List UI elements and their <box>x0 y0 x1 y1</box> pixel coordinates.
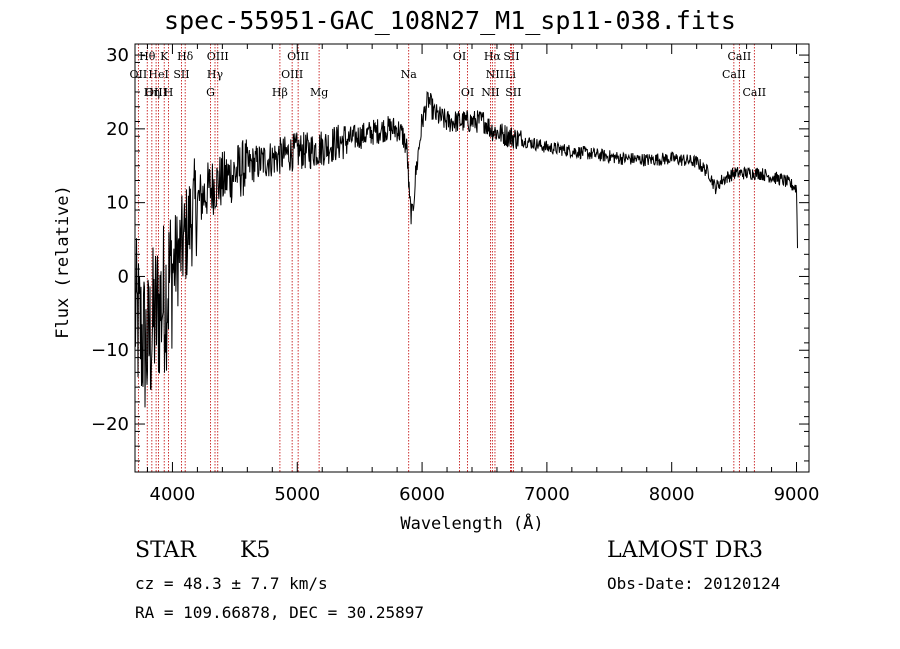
survey-name: LAMOST DR3 <box>607 538 763 563</box>
spectral-line-label: Li <box>505 68 516 81</box>
spectral-line-label: Mg <box>310 86 328 99</box>
x-tick-label: 6000 <box>399 484 445 505</box>
object-class: STAR <box>135 538 196 563</box>
y-tick-label: −20 <box>91 414 129 435</box>
x-tick-label: 7000 <box>524 484 570 505</box>
spectral-line-label: NII <box>486 68 504 81</box>
spectral-line-label: K <box>160 50 169 63</box>
spectral-line-label: Hβ <box>272 86 288 99</box>
spectral-line-label: Hγ <box>207 68 224 81</box>
ra-dec-coordinates: RA = 109.66878, DEC = 30.25897 <box>135 603 424 622</box>
spectral-line-label: OI <box>461 86 474 99</box>
spectral-line-label: OI <box>453 50 466 63</box>
spectral-line-label: Na <box>401 68 418 81</box>
spectral-line-label: Hη <box>144 86 160 99</box>
y-tick-label: 0 <box>118 266 129 287</box>
redshift-velocity: cz = 48.3 ± 7.7 km/s <box>135 574 328 593</box>
spectral-line-label: CaII <box>722 68 746 81</box>
spectral-line-label: SII <box>503 50 519 63</box>
spectral-line-label: CaII <box>742 86 766 99</box>
spectral-line-label: CaII <box>728 50 752 63</box>
spectral-line-label: OII <box>130 68 148 81</box>
y-tick-label: 10 <box>106 193 129 214</box>
x-tick-label: 5000 <box>274 484 320 505</box>
x-tick-label: 8000 <box>649 484 695 505</box>
spectral-line-label: OIII <box>145 86 167 99</box>
spectral-line-label: OIII <box>281 68 303 81</box>
flux-series-line <box>134 91 798 408</box>
y-tick-label: 20 <box>106 119 129 140</box>
spectral-line-label: HeI <box>148 68 168 81</box>
x-tick-label: 9000 <box>774 484 820 505</box>
spectral-line-label: Hα <box>484 50 502 63</box>
x-tick-label: 4000 <box>150 484 196 505</box>
spectral-line-label: OIII <box>287 50 309 63</box>
spectral-line-label: H <box>164 86 174 99</box>
spectral-line-label: SII <box>505 86 521 99</box>
object-subclass: K5 <box>240 538 271 563</box>
spectral-line-label: OIII <box>207 50 229 63</box>
spectral-line-label: G <box>206 86 215 99</box>
y-tick-label: −10 <box>91 340 129 361</box>
plot-frame <box>134 43 810 473</box>
chart-title: spec-55951-GAC_108N27_M1_sp11-038.fits <box>164 6 736 35</box>
observation-date: Obs-Date: 20120124 <box>607 574 781 593</box>
axis-ticks: 4000 5000 6000 7000 8000 9000 −20 −10 0 10 20 30 <box>91 44 819 505</box>
spectral-line-label: Hθ <box>139 50 156 63</box>
spectral-line-label: NII <box>481 86 499 99</box>
x-axis-label: Wavelength (Å) <box>400 512 543 534</box>
y-tick-label: 30 <box>106 45 129 66</box>
y-axis-label: Flux (relative) <box>53 185 73 339</box>
spectral-line-label: Hδ <box>177 50 194 63</box>
spectral-line-label: SII <box>173 68 189 81</box>
